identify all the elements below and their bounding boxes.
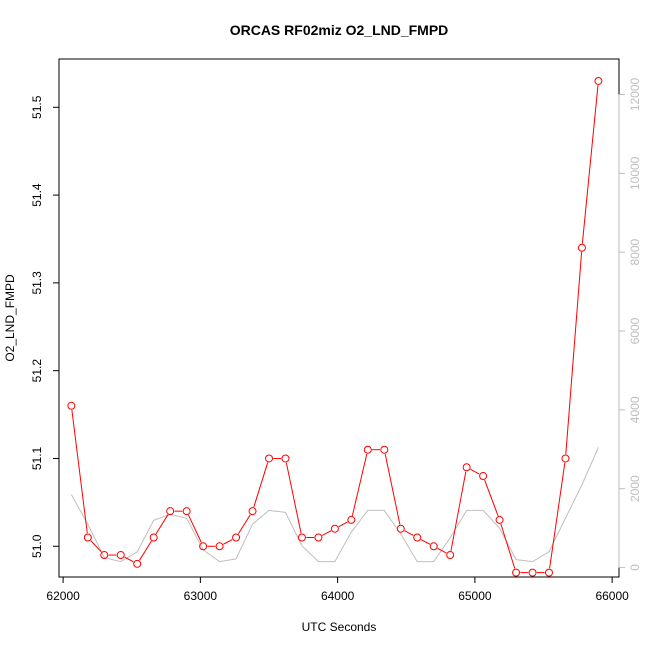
plot-frame [58,58,620,578]
data-point [149,533,158,542]
data-point [67,401,76,410]
data-point [297,533,306,542]
data-point [100,551,109,560]
data-point [133,559,142,568]
series-segment [155,514,169,535]
data-point [166,507,175,516]
series-segment [404,530,414,536]
data-point [265,454,273,463]
data-point [594,76,603,85]
series-segment [223,539,233,545]
data-point [248,507,257,516]
data-point [314,533,323,542]
data-point [232,533,241,542]
data-point [215,542,224,551]
y-axis-label: O2_LND_FMPD [3,274,17,362]
data-point [577,243,586,252]
x-axis: 62000 63000 64000 65000 66000 [46,576,629,603]
y-tick-label: 51.3 [30,271,44,295]
data-point [462,463,471,472]
series-segment [420,539,431,545]
y2-tick-label: 2000 [628,475,642,502]
x-axis-label: UTC Seconds [302,620,377,634]
series-segment [450,471,467,551]
series-left-axis [67,76,603,577]
series-segment [139,540,152,561]
series-segment [321,530,332,536]
data-point [281,454,290,463]
series-segment [470,468,480,475]
data-point [199,542,208,551]
series-segment [565,252,583,455]
data-point [561,454,570,463]
series-segment [71,410,88,534]
series-segment [581,85,599,244]
series-segment [338,521,348,528]
y-axis-right: 0 2000 4000 6000 8000 10000 12000 [618,77,642,571]
series-right-axis [70,447,599,563]
series-segment [500,523,516,569]
y2-tick-label: 6000 [628,317,642,344]
data-point [363,445,372,454]
series-segment [285,462,302,534]
y2-tick-label: 10000 [628,156,642,190]
y-tick-label: 51.1 [30,446,44,470]
chart-title: ORCAS RF02miz O2_LND_FMPD [230,22,449,38]
x-tick-label: 66000 [595,589,629,603]
y-tick-label: 51.4 [30,183,44,207]
x-tick-label: 65000 [458,589,492,603]
x-tick-label: 62000 [46,589,80,603]
data-point [83,533,92,542]
data-point [347,515,356,524]
x-tick-label: 63000 [184,589,218,603]
y2-tick-label: 0 [628,564,642,571]
data-point [479,472,488,481]
y2-tick-label: 12000 [628,77,642,111]
series-segment [253,462,269,508]
data-point [380,445,389,454]
data-point [429,542,438,551]
data-point [545,568,553,577]
data-point [330,524,339,533]
y-axis-left: 51.0 51.1 51.2 51.3 51.4 51.5 [30,95,60,558]
series-segment [384,453,401,525]
series-line-right [70,447,599,563]
data-point [446,551,455,560]
series-segment [484,479,499,517]
x-tick-label: 64000 [321,589,355,603]
series-segment [549,462,566,569]
y2-tick-label: 4000 [628,396,642,423]
series-segment [124,556,134,563]
series-segment [237,514,251,535]
series-segment [437,547,447,554]
data-point [396,524,405,533]
series-segment [351,453,368,516]
y-tick-label: 51.5 [30,95,44,119]
y2-tick-label: 8000 [628,238,642,265]
data-point [512,568,521,577]
y-tick-label: 51.0 [30,534,44,558]
series-segment [90,540,102,553]
y-tick-label: 51.2 [30,359,44,383]
data-point [116,551,125,560]
data-point [528,568,537,577]
data-point [495,515,504,524]
data-point [182,507,191,516]
data-point [413,533,422,542]
series-segment [188,514,202,543]
